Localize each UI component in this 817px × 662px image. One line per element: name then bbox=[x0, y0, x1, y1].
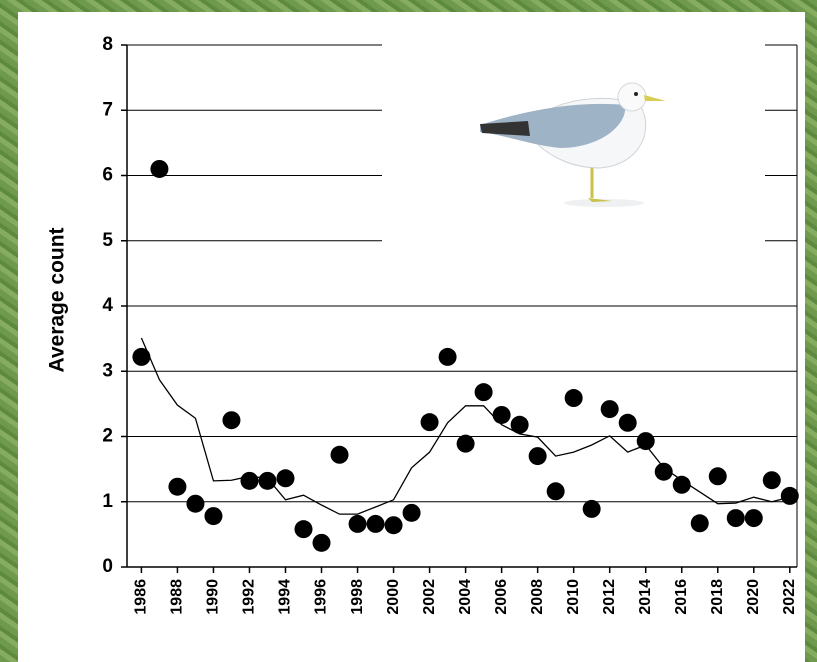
point bbox=[204, 507, 223, 526]
y-tick-label: 7 bbox=[102, 99, 113, 120]
point bbox=[528, 447, 547, 466]
point bbox=[654, 462, 673, 481]
y-tick-label: 6 bbox=[102, 165, 113, 186]
point bbox=[546, 482, 565, 501]
point bbox=[492, 405, 511, 424]
point bbox=[564, 389, 583, 408]
y-axis-label: Average count bbox=[46, 227, 69, 372]
x-tick-label: 1996 bbox=[313, 579, 330, 615]
x-tick-label: 2016 bbox=[673, 579, 690, 615]
x-tick-label: 2018 bbox=[709, 579, 726, 615]
point bbox=[510, 415, 529, 434]
x-tick-label: 2012 bbox=[601, 579, 618, 615]
y-tick-label: 3 bbox=[102, 360, 113, 381]
point bbox=[258, 471, 277, 490]
wing bbox=[480, 103, 626, 148]
trend-line bbox=[140, 337, 790, 515]
point bbox=[474, 383, 493, 402]
point bbox=[456, 434, 475, 453]
point bbox=[186, 494, 205, 513]
x-tick-label: 2020 bbox=[745, 579, 762, 615]
x-tick-label: 2008 bbox=[529, 579, 546, 615]
eye bbox=[634, 92, 638, 96]
x-tick-label: 1988 bbox=[169, 579, 186, 615]
point bbox=[366, 514, 385, 533]
x-tick-label: 2006 bbox=[493, 579, 510, 615]
point bbox=[312, 533, 331, 552]
point bbox=[294, 520, 313, 539]
y-tick-label: 4 bbox=[102, 295, 113, 316]
point bbox=[636, 432, 655, 451]
x-tick-label: 2010 bbox=[565, 579, 582, 615]
point bbox=[222, 411, 241, 430]
point bbox=[330, 445, 349, 464]
x-tick-label: 2000 bbox=[385, 579, 402, 615]
x-tick-label: 1992 bbox=[241, 579, 258, 615]
point bbox=[708, 467, 727, 486]
point bbox=[600, 400, 619, 419]
point bbox=[168, 477, 187, 496]
point bbox=[276, 469, 295, 488]
head bbox=[617, 82, 647, 112]
point bbox=[780, 486, 799, 505]
point bbox=[132, 347, 151, 366]
x-tick-label: 1998 bbox=[349, 579, 366, 615]
wingtip bbox=[480, 121, 530, 136]
y-tick-label: 2 bbox=[102, 426, 113, 447]
point bbox=[438, 347, 457, 366]
x-tick-label: 2014 bbox=[637, 579, 654, 615]
y-tick-label: 5 bbox=[102, 230, 113, 251]
point bbox=[672, 475, 691, 494]
point bbox=[618, 413, 637, 432]
point bbox=[744, 509, 763, 528]
point bbox=[402, 503, 421, 522]
shadow bbox=[564, 199, 644, 207]
beak bbox=[644, 95, 666, 101]
x-tick-label: 1994 bbox=[277, 579, 294, 615]
point bbox=[240, 471, 259, 490]
x-tick-label: 2022 bbox=[781, 579, 798, 615]
point bbox=[762, 471, 781, 490]
point bbox=[384, 516, 403, 535]
x-tick-label: 1990 bbox=[205, 579, 222, 615]
foot bbox=[588, 198, 612, 202]
point bbox=[582, 499, 601, 518]
x-tick-label: 2004 bbox=[457, 579, 474, 615]
y-tick-label: 0 bbox=[102, 556, 113, 577]
point bbox=[726, 509, 745, 528]
y-tick-label: 8 bbox=[102, 34, 113, 55]
point bbox=[150, 159, 169, 178]
point bbox=[348, 514, 367, 533]
x-tick-label: 2002 bbox=[421, 579, 438, 615]
gull-illustration bbox=[382, 44, 765, 242]
y-tick-label: 1 bbox=[102, 491, 113, 512]
x-tick-label: 1986 bbox=[133, 579, 150, 615]
point bbox=[690, 514, 709, 533]
point bbox=[420, 413, 439, 432]
